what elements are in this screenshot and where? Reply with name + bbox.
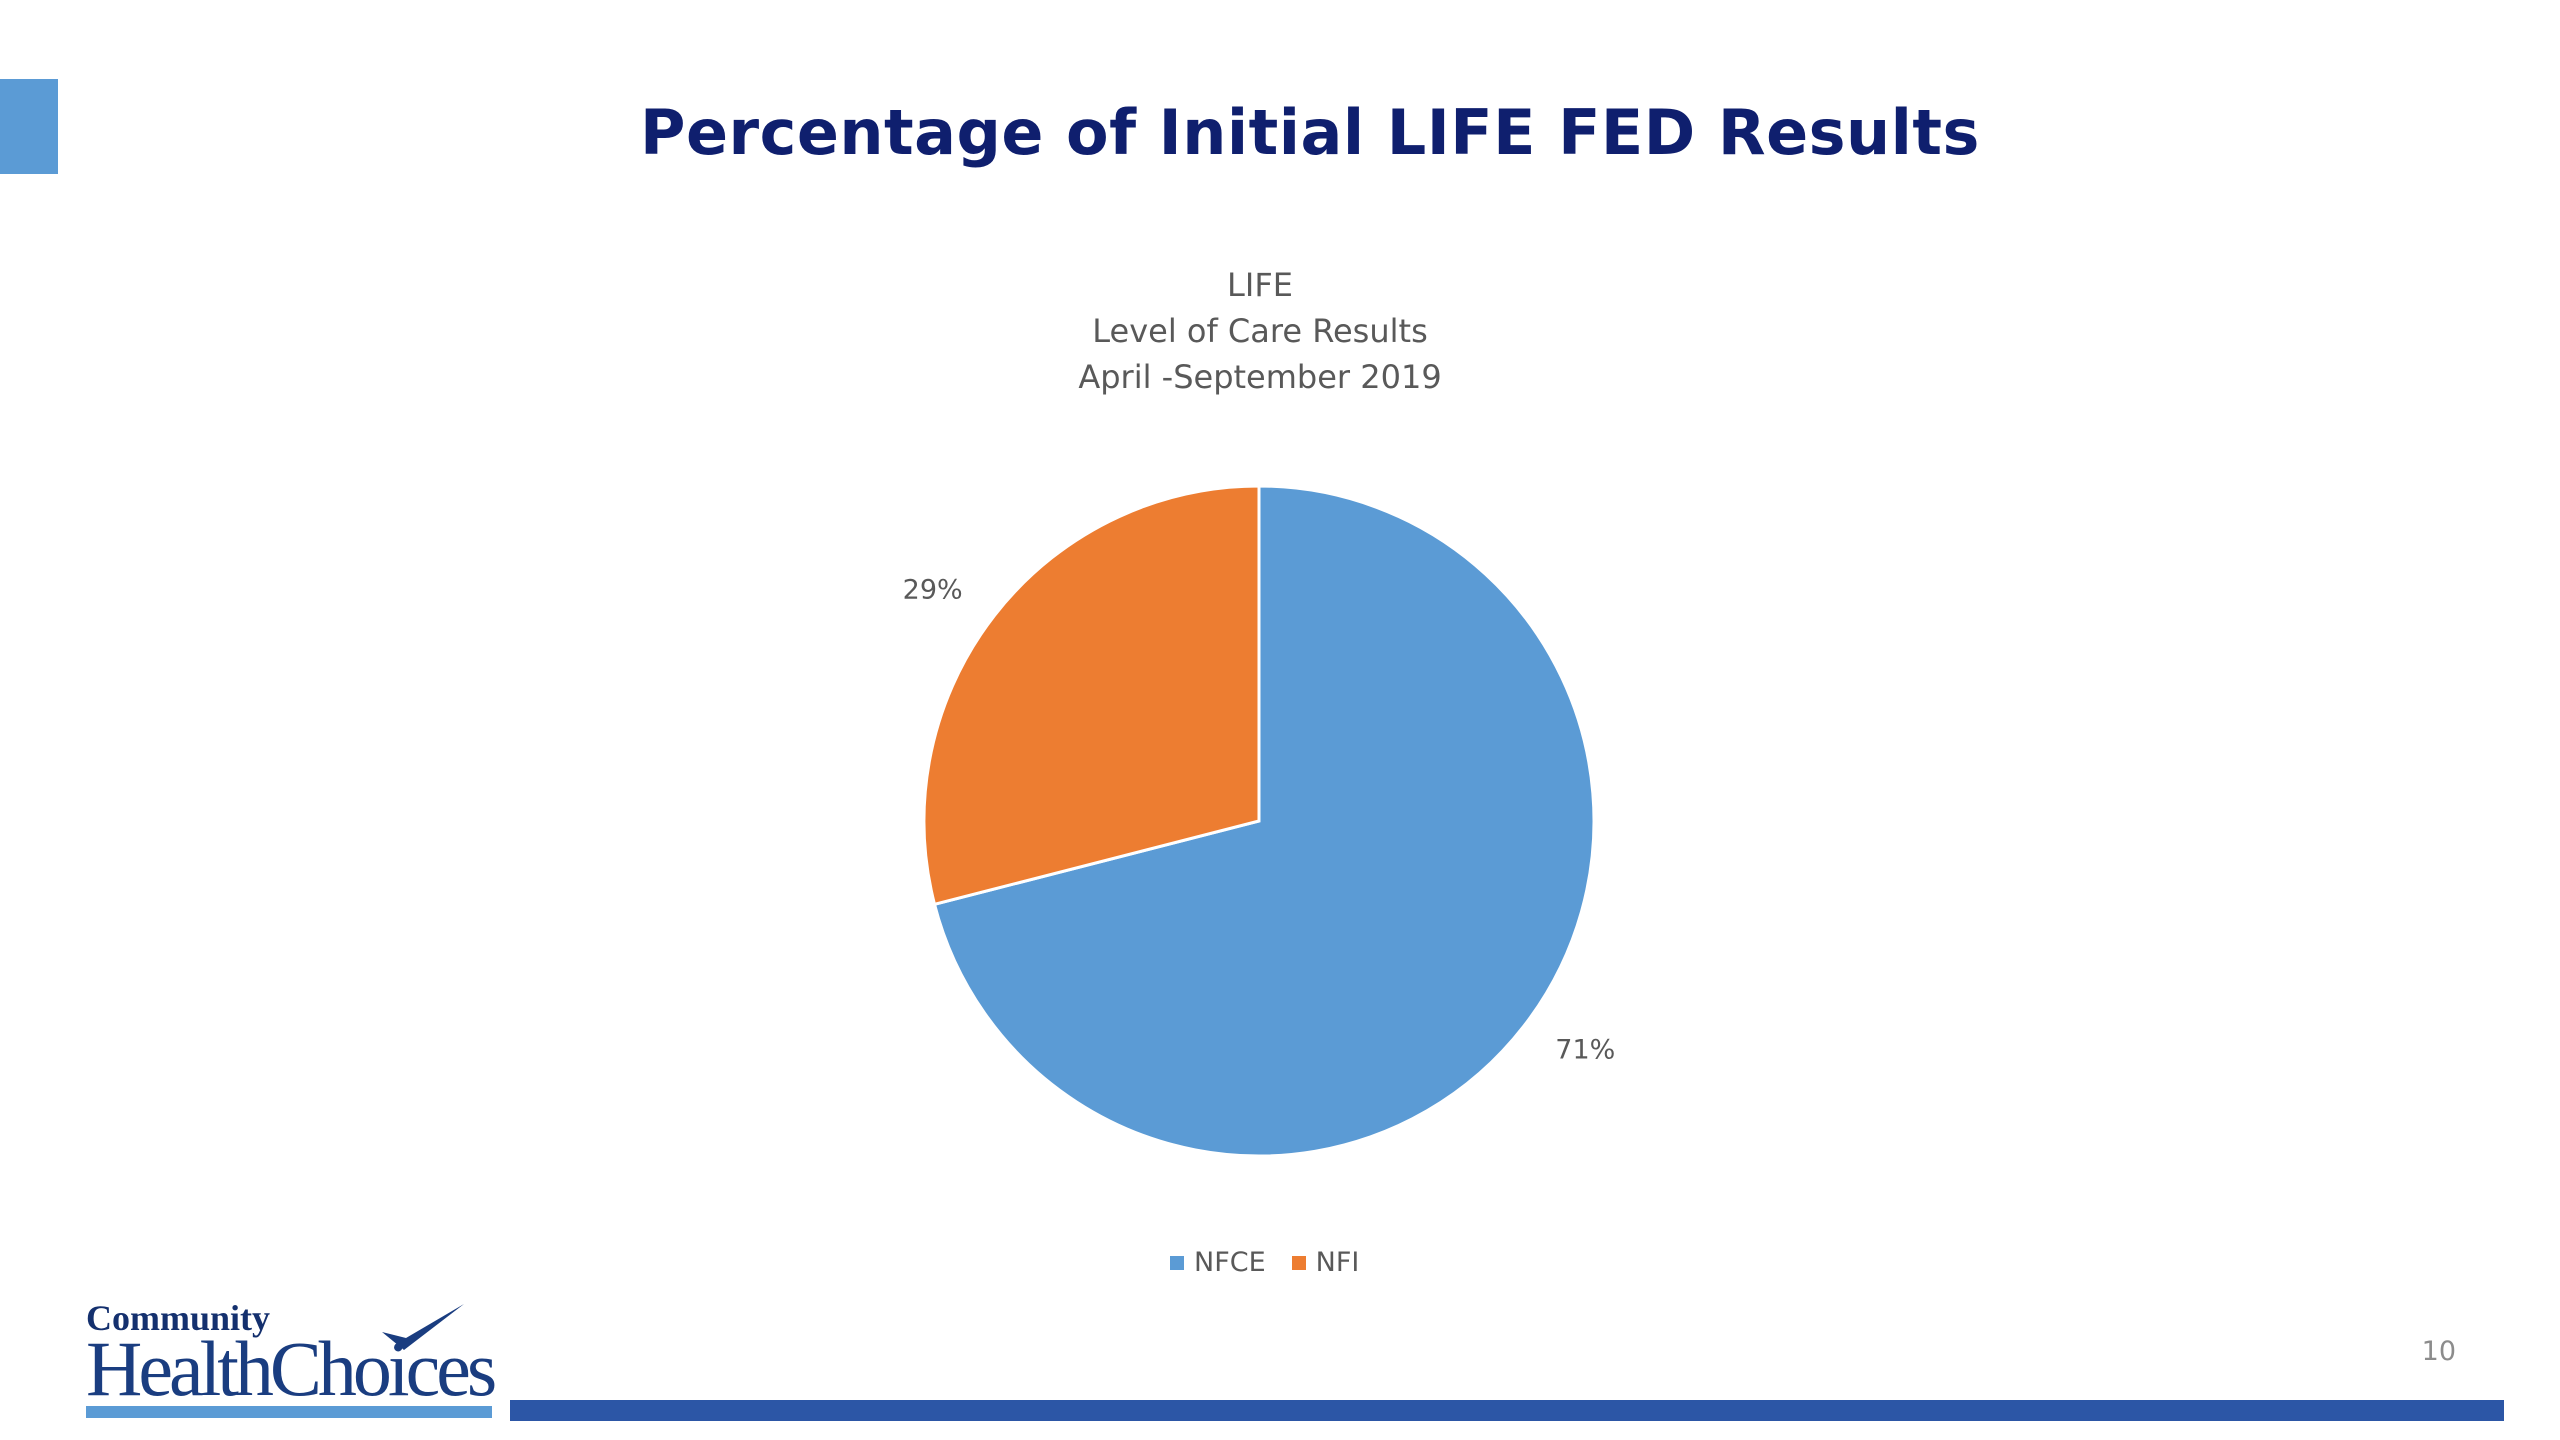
data-label-nfi: 29% <box>903 575 963 606</box>
legend-swatch-nfi <box>1291 1255 1306 1270</box>
legend-label-nfi: NFI <box>1315 1247 1360 1278</box>
logo-underline <box>86 1406 492 1418</box>
legend-label-nfce: NFCE <box>1194 1247 1266 1278</box>
legend-item-nfi: NFI <box>1291 1247 1360 1278</box>
slide-title: Percentage of Initial LIFE FED Results <box>640 96 1980 169</box>
data-label-nfce: 71% <box>1555 1034 1615 1065</box>
pie-slice-nfce <box>932 484 1596 1158</box>
legend-swatch-nfce <box>1170 1255 1184 1270</box>
checkmark-icon <box>382 1304 464 1350</box>
logo-main-text: HealthChoices <box>86 1325 497 1412</box>
chart-title-line-2: Level of Care Results <box>1092 312 1428 350</box>
chart-legend: NFCE NFI <box>1170 1247 1385 1278</box>
legend-item-nfce: NFCE <box>1170 1247 1266 1278</box>
logo-community-text: Community <box>86 1298 271 1338</box>
page-number: 10 <box>2421 1336 2456 1367</box>
community-healthchoices-logo: Community HealthChoices <box>86 1298 497 1426</box>
footer-bar <box>510 1400 2504 1421</box>
corner-accent <box>0 79 58 174</box>
pie-slice-nfi <box>922 484 1261 907</box>
chart-title-line-3: April -September 2019 <box>1078 358 1442 396</box>
chart-title-line-1: LIFE <box>1227 266 1293 304</box>
